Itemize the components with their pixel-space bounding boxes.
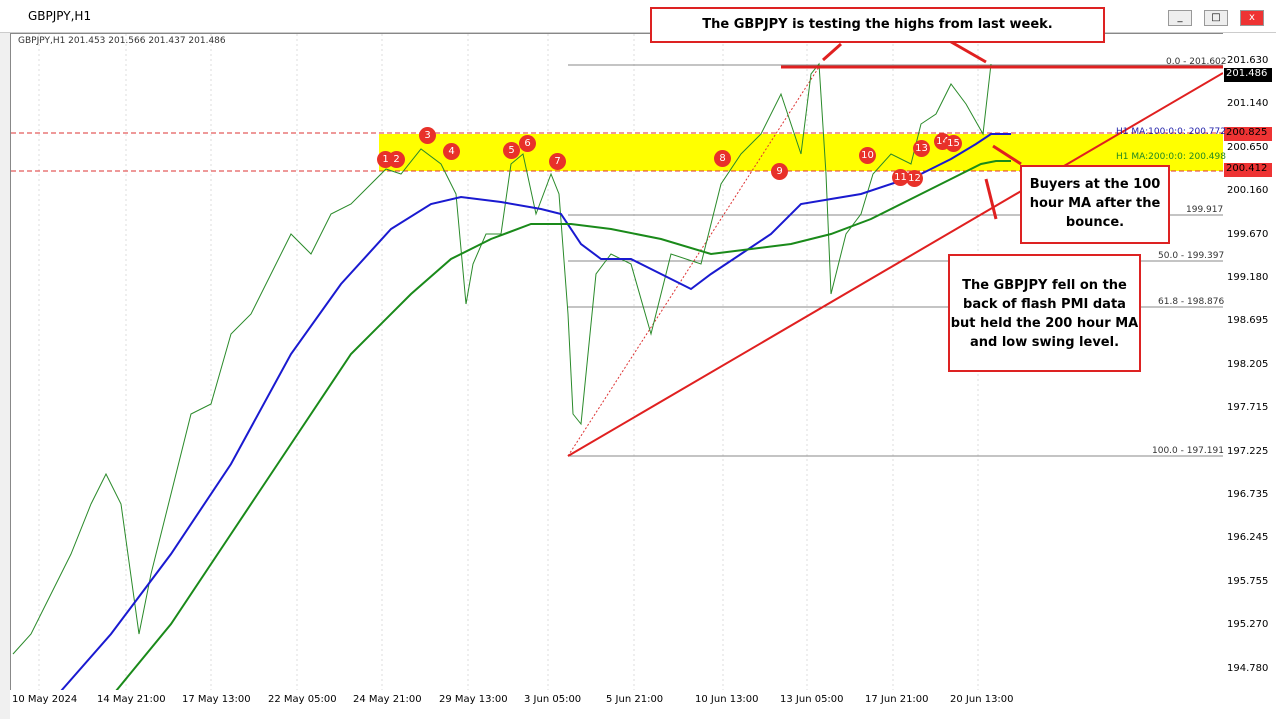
fib-label: 61.8 - 198.876 [1158,297,1225,307]
date-label: 5 Jun 21:00 [606,694,664,705]
price-label: 196.245 [1227,532,1269,544]
annotation-line: The GBPJPY is testing the highs from las… [702,17,1053,32]
price-label: 194.780 [1227,662,1269,674]
price-path [12,62,992,655]
current-price: 201.486 [1224,68,1272,82]
price-axis: 201.630 201.140 200.650 200.160 199.670 199.1… [1223,33,1276,690]
annotation-line: but held the 200 hour MA [950,316,1139,331]
price-label: 200.160 [1227,185,1269,197]
date-label: 29 May 13:00 [439,694,508,705]
marker: 7 [549,153,566,170]
date-label: 17 May 13:00 [182,694,251,705]
marker: 2 [388,151,405,168]
annotation: The GBPJPY fell on the back of flash PMI … [948,254,1141,372]
annotation-line: bounce. [1065,215,1125,230]
date-label: 13 Jun 05:00 [780,694,844,705]
price-label: 201.630 [1227,55,1269,66]
ma-200 [115,160,1011,691]
annotation-line: back of flash PMI data [963,297,1126,312]
price-label: 199.670 [1227,228,1269,240]
fib-label: 0.0 - 201.602 [1166,57,1227,67]
marker: 9 [771,163,788,180]
level-high-label: 200.825 [1224,127,1272,141]
price-label: 198.205 [1227,358,1269,370]
date-label: 24 May 21:00 [353,694,422,705]
annotation-line: and low swing level. [969,335,1120,350]
marker: 5 [503,142,520,159]
marker: 11 [892,169,909,186]
fib-label: 100.0 - 197.191 [1152,446,1224,456]
ma-100 [60,133,1011,691]
price-label: 197.715 [1227,402,1269,414]
price-label: 196.735 [1227,489,1269,500]
minimize-button[interactable]: _ [1168,10,1192,26]
fib-label: 199.917 [1186,205,1224,215]
date-label: 10 Jun 13:00 [695,694,759,705]
annotation: The GBPJPY is testing the highs from las… [650,7,1105,43]
marker: 15 [945,135,962,152]
ma-label: H1 MA:200:0:0: 200.498 [1116,152,1226,162]
date-axis: 10 May 2024 14 May 21:00 17 May 13:00 22 Ma… [10,690,1276,719]
marker: 6 [519,135,536,152]
date-label: 3 Jun 05:00 [524,694,582,705]
marker: 3 [419,127,436,144]
price-label: 199.180 [1227,272,1269,283]
price-label: 195.270 [1227,619,1269,631]
annotation-line: The GBPJPY fell on the [962,278,1127,293]
annotation: Buyers at the 100 hour MA after the bounce… [1020,165,1170,244]
marker: 4 [443,143,460,160]
chart-canvas [11,34,1223,691]
price-label: 201.140 [1227,98,1269,110]
date-label: 22 May 05:00 [268,694,337,705]
window-title: GBPJPY,H1 [28,9,92,23]
marker: 12 [906,170,923,187]
maximize-button[interactable]: □ [1204,10,1228,26]
price-label: 198.695 [1227,315,1269,327]
date-label: 20 Jun 13:00 [950,694,1014,705]
date-label: 10 May 2024 [12,694,78,705]
trendline [567,72,1223,457]
price-label: 197.225 [1227,445,1269,457]
ma-label: H1 MA:100:0:0: 200.772 [1116,127,1226,137]
fib-label: 50.0 - 199.397 [1158,251,1225,261]
chart-header: GBPJPY,H1 201.453 201.566 201.437 201.48… [18,36,226,46]
price-label: 195.755 [1227,575,1269,587]
close-button[interactable]: x [1240,10,1264,26]
marker: 8 [714,150,731,167]
annotation-line: Buyers at the 100 [1029,177,1161,192]
price-label: 200.650 [1227,141,1269,153]
level-low-label: 200.412 [1224,163,1272,177]
marker: 10 [859,147,876,164]
fib-diagonal [567,66,820,457]
annotation-line: hour MA after the [1029,196,1161,211]
marker: 13 [913,140,930,157]
date-label: 17 Jun 21:00 [865,694,929,705]
date-label: 14 May 21:00 [97,694,166,705]
